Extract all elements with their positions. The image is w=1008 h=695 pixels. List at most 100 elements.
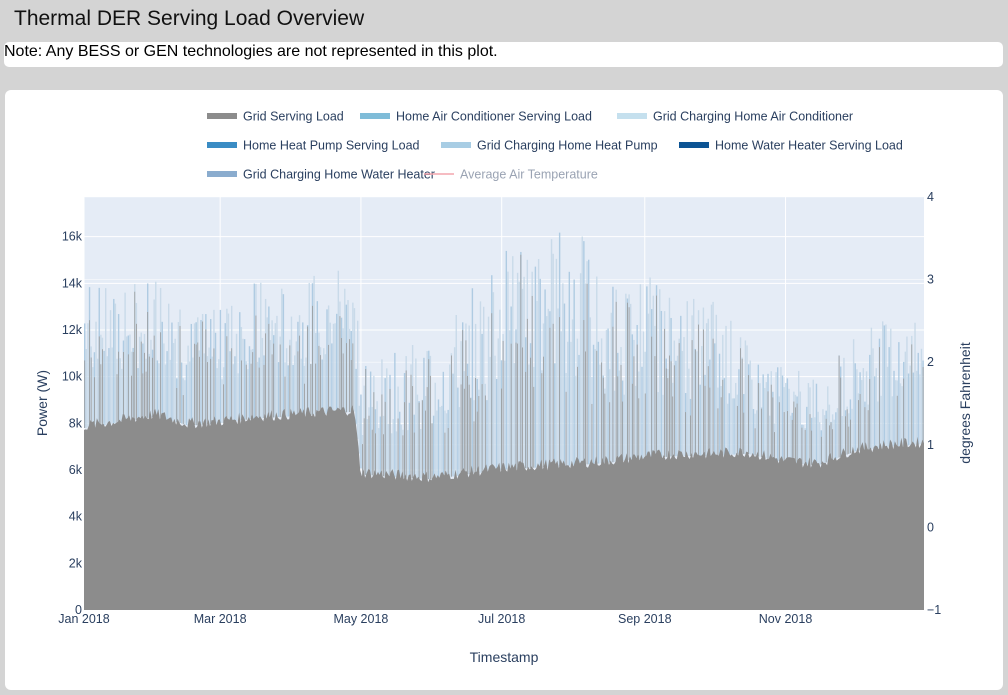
load-spike bbox=[218, 359, 220, 424]
load-spike bbox=[555, 258, 558, 467]
load-spike bbox=[567, 341, 569, 466]
grid-spike bbox=[596, 350, 598, 464]
load-spike bbox=[789, 415, 792, 464]
grid-spike bbox=[362, 444, 363, 475]
load-spike bbox=[841, 416, 844, 457]
load-spike bbox=[85, 348, 88, 428]
load-spike bbox=[883, 325, 886, 448]
grid-spike bbox=[205, 329, 207, 425]
grid-spike bbox=[669, 355, 670, 457]
grid-spike bbox=[795, 407, 796, 464]
grid-spike bbox=[694, 349, 696, 456]
load-spike bbox=[856, 369, 858, 452]
load-spike bbox=[378, 428, 380, 476]
legend-item[interactable]: Grid Charging Home Air Conditioner bbox=[617, 110, 853, 124]
grid-spike bbox=[678, 343, 680, 456]
load-spike bbox=[336, 313, 338, 414]
grid-spike bbox=[770, 384, 772, 460]
load-spike bbox=[121, 368, 123, 423]
grid-spike bbox=[405, 370, 407, 478]
load-spike bbox=[357, 320, 359, 439]
grid-spike bbox=[418, 402, 420, 479]
grid-spike bbox=[465, 340, 467, 475]
grid-spike bbox=[339, 316, 341, 413]
grid-spike bbox=[350, 359, 352, 412]
legend-item[interactable]: Grid Serving Load bbox=[207, 110, 344, 124]
load-spike bbox=[109, 310, 112, 425]
legend-item[interactable]: Home Heat Pump Serving Load bbox=[207, 139, 420, 153]
grid-spike bbox=[297, 351, 299, 416]
grid-spike bbox=[879, 347, 880, 448]
legend-item[interactable]: Average Air Temperature bbox=[424, 168, 598, 182]
legend-item[interactable]: Home Water Heater Serving Load bbox=[679, 139, 903, 153]
grid-spike bbox=[381, 394, 383, 477]
load-spike bbox=[253, 283, 256, 419]
grid-spike bbox=[820, 436, 822, 465]
load-spike bbox=[441, 405, 443, 479]
load-spike bbox=[390, 433, 393, 477]
load-spike bbox=[168, 303, 170, 420]
chart-legend[interactable]: Grid Serving Load Home Air Conditioner Se… bbox=[207, 110, 903, 182]
grid-spike bbox=[552, 323, 554, 467]
load-spike bbox=[823, 415, 826, 464]
grid-spike bbox=[585, 351, 586, 465]
load-spike bbox=[909, 365, 911, 446]
grid-spike bbox=[463, 388, 465, 475]
load-spike bbox=[171, 322, 173, 421]
grid-spike bbox=[869, 379, 871, 450]
legend-item[interactable]: Grid Charging Home Water Heater bbox=[207, 168, 435, 182]
grid-spike bbox=[672, 396, 674, 457]
grid-spike bbox=[541, 373, 543, 468]
load-spike bbox=[211, 356, 214, 424]
load-spike bbox=[158, 363, 160, 418]
grid-spike bbox=[475, 377, 477, 474]
load-spike bbox=[788, 388, 790, 464]
load-spike bbox=[329, 322, 331, 414]
load-spike bbox=[894, 380, 897, 447]
load-spike bbox=[292, 365, 294, 417]
grid-spike bbox=[707, 366, 709, 456]
load-spike bbox=[904, 351, 907, 446]
grid-spike bbox=[845, 416, 846, 456]
grid-spike bbox=[793, 401, 795, 464]
grid-spike bbox=[102, 349, 103, 426]
load-spike bbox=[321, 359, 323, 415]
legend-item[interactable]: Grid Charging Home Heat Pump bbox=[441, 139, 658, 153]
grid-spike bbox=[520, 254, 522, 469]
load-spike bbox=[436, 410, 438, 479]
legend-label: Grid Charging Home Water Heater bbox=[243, 168, 435, 182]
grid-spike bbox=[722, 379, 724, 456]
load-spike bbox=[103, 350, 105, 426]
load-spike bbox=[537, 259, 540, 468]
load-spike bbox=[487, 316, 490, 472]
load-spike bbox=[550, 239, 553, 467]
load-spike bbox=[718, 353, 721, 456]
load-spike bbox=[174, 338, 176, 422]
load-spike bbox=[164, 364, 167, 419]
load-spike bbox=[392, 419, 394, 477]
grid-spike bbox=[604, 393, 606, 464]
load-spike bbox=[547, 308, 550, 467]
grid-spike bbox=[786, 411, 788, 464]
area-chart[interactable]: Grid Serving Load Home Air Conditioner Se… bbox=[5, 90, 1003, 690]
grid-spike bbox=[152, 357, 153, 417]
grid-spike bbox=[849, 419, 851, 454]
load-spike bbox=[420, 429, 422, 479]
y2-tick-label: 0 bbox=[927, 520, 934, 534]
legend-item[interactable]: Home Air Conditioner Serving Load bbox=[360, 110, 592, 124]
grid-spike bbox=[213, 348, 215, 424]
load-spike bbox=[557, 308, 559, 467]
grid-spike bbox=[328, 344, 330, 414]
load-spike bbox=[166, 351, 168, 420]
grid-spike bbox=[363, 418, 365, 475]
grid-spike bbox=[252, 352, 254, 419]
grid-spike bbox=[318, 345, 320, 415]
load-spike bbox=[886, 366, 889, 447]
load-spike bbox=[560, 331, 562, 467]
load-spike bbox=[893, 370, 895, 447]
grid-spike bbox=[176, 388, 178, 423]
load-spike bbox=[219, 309, 222, 424]
grid-spike bbox=[134, 291, 136, 421]
load-spike bbox=[728, 393, 730, 455]
grid-spike bbox=[867, 410, 869, 450]
